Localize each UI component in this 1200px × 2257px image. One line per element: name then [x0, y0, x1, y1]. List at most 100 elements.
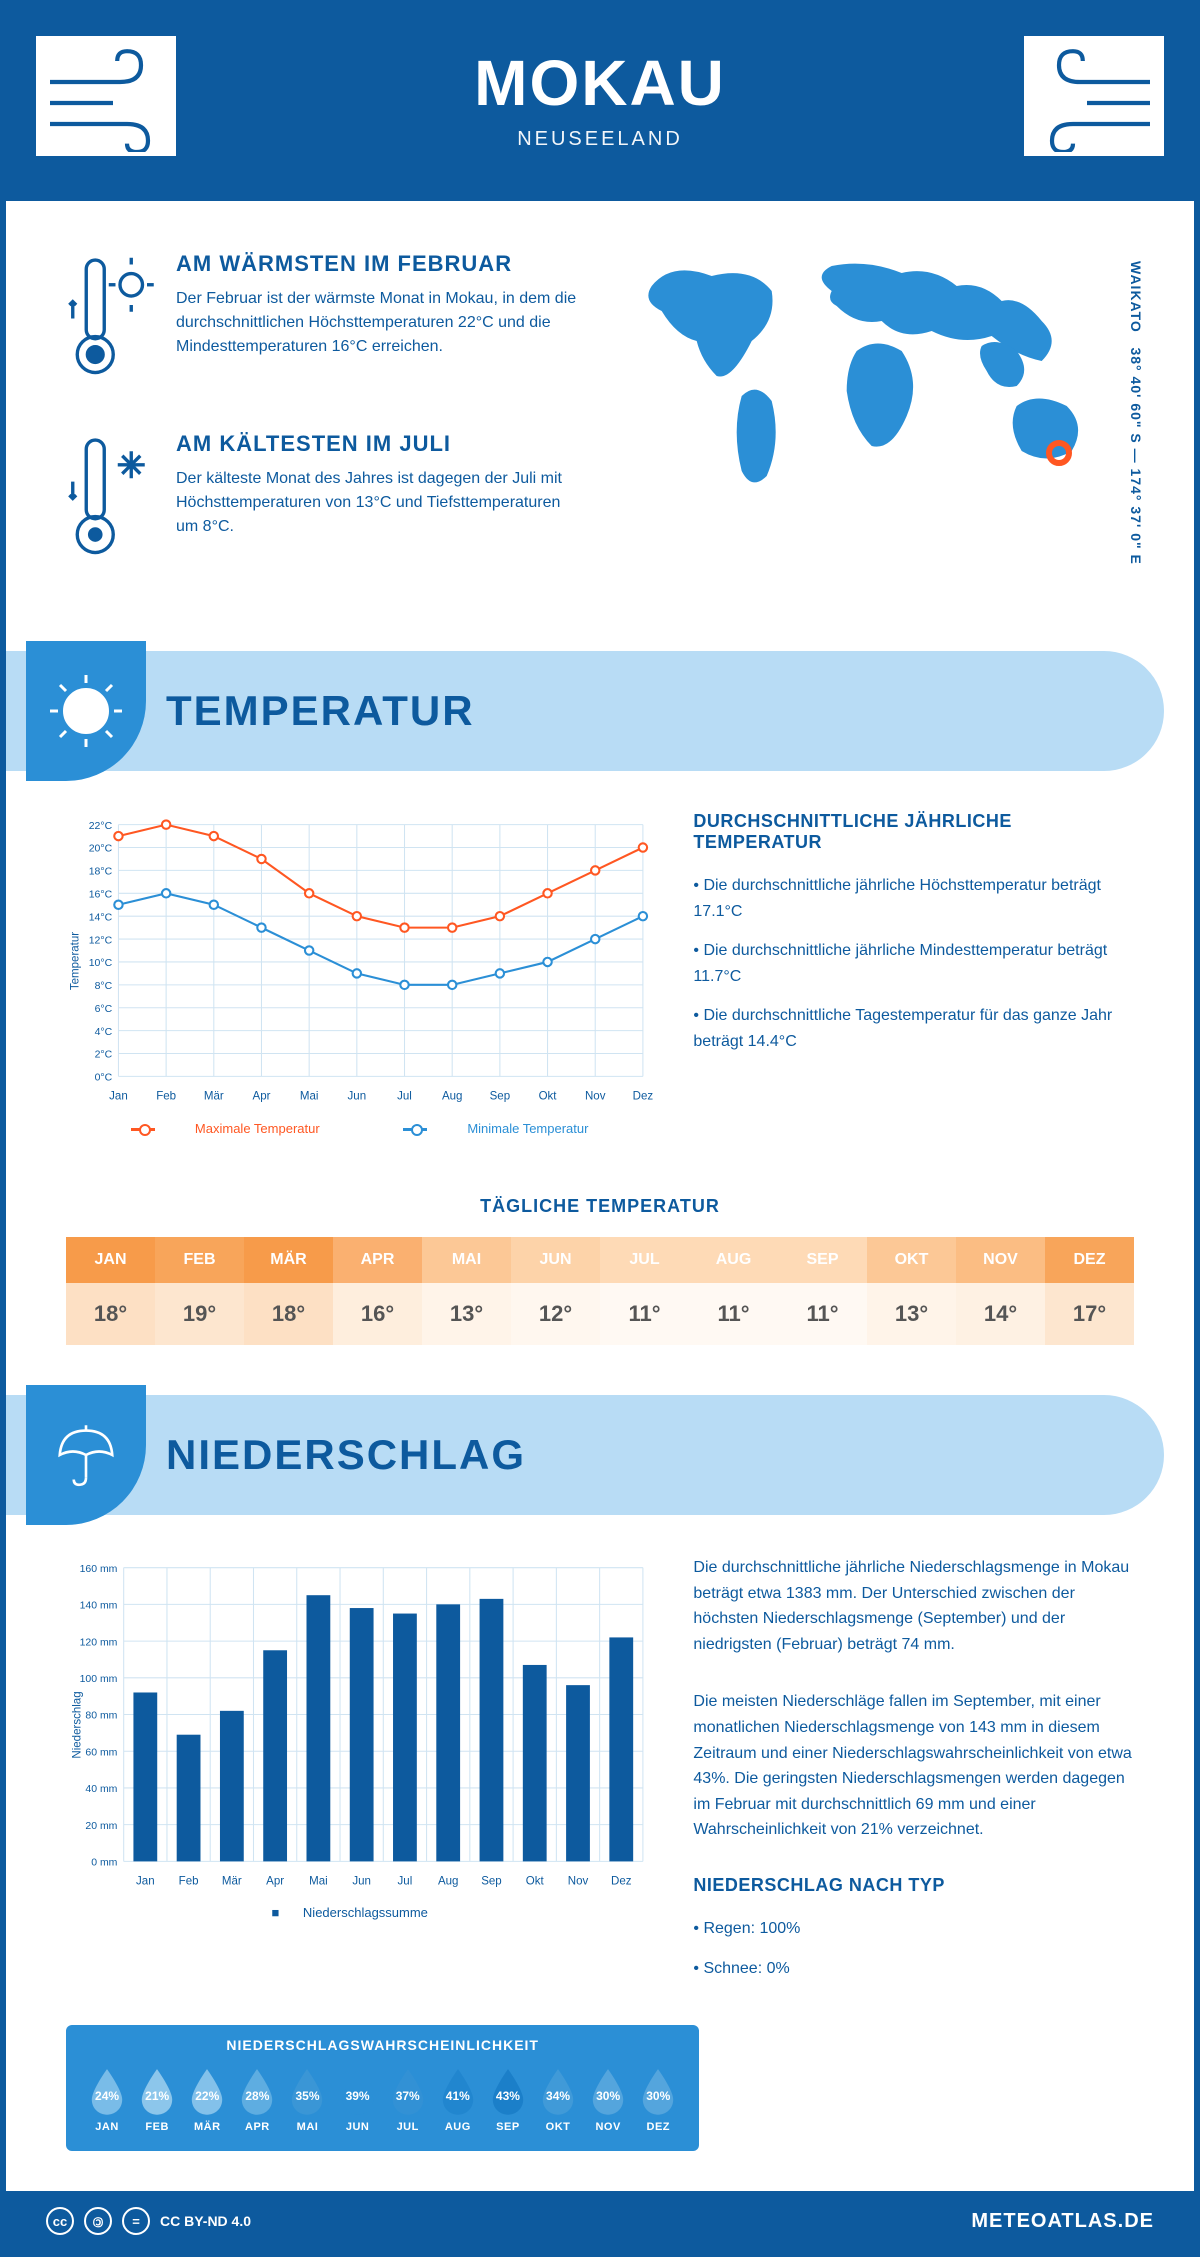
- svg-text:Mai: Mai: [309, 1875, 328, 1887]
- probability-drop: 35% MAI: [282, 2067, 332, 2133]
- svg-text:Okt: Okt: [539, 1090, 558, 1102]
- warmest-title: AM WÄRMSTEN IM FEBRUAR: [176, 251, 579, 277]
- probability-drop: 34% OKT: [533, 2067, 583, 2133]
- location-title: MOKAU: [26, 46, 1174, 120]
- svg-text:6°C: 6°C: [95, 1004, 113, 1015]
- location-country: NEUSEELAND: [26, 128, 1174, 151]
- svg-text:Nov: Nov: [585, 1090, 606, 1102]
- by-icon: 🄯: [84, 2207, 112, 2235]
- svg-text:0 mm: 0 mm: [91, 1858, 117, 1869]
- temp-month-col: OKT 13°: [867, 1237, 956, 1345]
- page-footer: cc 🄯 = CC BY-ND 4.0 METEOATLAS.DE: [6, 2191, 1194, 2251]
- svg-text:Mär: Mär: [204, 1090, 224, 1102]
- svg-text:18°C: 18°C: [89, 867, 113, 878]
- location-marker-icon: [1046, 440, 1072, 466]
- precipitation-info: Die durchschnittliche jährliche Niedersc…: [693, 1555, 1134, 1995]
- temperature-info: DURCHSCHNITTLICHE JÄHRLICHE TEMPERATUR •…: [693, 811, 1134, 1136]
- svg-text:Jun: Jun: [352, 1875, 371, 1887]
- svg-text:Mai: Mai: [300, 1090, 319, 1102]
- svg-text:0°C: 0°C: [95, 1073, 113, 1084]
- temp-month-col: APR 16°: [333, 1237, 422, 1345]
- probability-drop: 22% MÄR: [182, 2067, 232, 2133]
- svg-text:Temperatur: Temperatur: [70, 932, 82, 990]
- svg-text:14°C: 14°C: [89, 912, 113, 923]
- umbrella-icon: [26, 1385, 146, 1525]
- svg-text:Jul: Jul: [398, 1875, 413, 1887]
- daily-temperature-table: TÄGLICHE TEMPERATUR JAN 18° FEB 19° MÄR …: [6, 1176, 1194, 1395]
- probability-drop: 43% SEP: [483, 2067, 533, 2133]
- svg-text:2°C: 2°C: [95, 1050, 113, 1061]
- svg-text:Apr: Apr: [253, 1090, 271, 1102]
- thermometer-snow-icon: [66, 431, 156, 571]
- svg-text:22°C: 22°C: [89, 821, 113, 832]
- svg-text:12°C: 12°C: [89, 935, 113, 946]
- probability-drop: 30% DEZ: [633, 2067, 683, 2133]
- brand-name: METEOATLAS.DE: [971, 2210, 1154, 2233]
- world-map: [609, 251, 1134, 511]
- probability-drop: 41% AUG: [433, 2067, 483, 2133]
- svg-text:Sep: Sep: [481, 1875, 502, 1887]
- precipitation-bar-chart: 0 mm20 mm40 mm60 mm80 mm100 mm120 mm140 …: [66, 1555, 653, 1995]
- svg-text:20 mm: 20 mm: [85, 1821, 117, 1832]
- svg-text:4°C: 4°C: [95, 1027, 113, 1038]
- temp-month-col: SEP 11°: [778, 1237, 867, 1345]
- coldest-text: Der kälteste Monat des Jahres ist dagege…: [176, 467, 579, 539]
- svg-text:Jun: Jun: [348, 1090, 367, 1102]
- svg-text:16°C: 16°C: [89, 889, 113, 900]
- temp-month-col: MAI 13°: [422, 1237, 511, 1345]
- svg-text:100 mm: 100 mm: [80, 1674, 118, 1685]
- probability-drop: 37% JUL: [383, 2067, 433, 2133]
- nd-icon: =: [122, 2207, 150, 2235]
- svg-text:8°C: 8°C: [95, 981, 113, 992]
- svg-text:Aug: Aug: [438, 1875, 459, 1887]
- svg-text:Feb: Feb: [179, 1875, 199, 1887]
- page-header: MOKAU NEUSEELAND: [6, 6, 1194, 201]
- thermometer-sun-icon: [66, 251, 156, 391]
- svg-text:140 mm: 140 mm: [80, 1601, 118, 1612]
- temp-month-col: NOV 14°: [956, 1237, 1045, 1345]
- svg-text:Jul: Jul: [397, 1090, 412, 1102]
- temperature-line-chart: 0°C 2°C 4°C 6°C 8°C 10°C 12°C 14°C 16°C 18°C 20°C 2…: [66, 811, 653, 1136]
- svg-text:Apr: Apr: [266, 1875, 284, 1887]
- svg-text:Jan: Jan: [109, 1090, 128, 1102]
- intro-section: AM WÄRMSTEN IM FEBRUAR Der Februar ist d…: [6, 201, 1194, 651]
- sun-icon: [26, 641, 146, 781]
- precipitation-heading: NIEDERSCHLAG: [166, 1431, 526, 1479]
- svg-text:Sep: Sep: [490, 1090, 511, 1102]
- svg-text:Niederschlag: Niederschlag: [72, 1691, 84, 1758]
- svg-text:120 mm: 120 mm: [80, 1637, 118, 1648]
- temp-month-col: AUG 11°: [689, 1237, 778, 1345]
- probability-drop: 28% APR: [232, 2067, 282, 2133]
- svg-text:Aug: Aug: [442, 1090, 463, 1102]
- svg-text:Feb: Feb: [156, 1090, 176, 1102]
- warmest-fact: AM WÄRMSTEN IM FEBRUAR Der Februar ist d…: [66, 251, 579, 391]
- coldest-fact: AM KÄLTESTEN IM JULI Der kälteste Monat …: [66, 431, 579, 571]
- temp-month-col: JAN 18°: [66, 1237, 155, 1345]
- temp-month-col: MÄR 18°: [244, 1237, 333, 1345]
- svg-text:Jan: Jan: [136, 1875, 155, 1887]
- coldest-title: AM KÄLTESTEN IM JULI: [176, 431, 579, 457]
- svg-text:Mär: Mär: [222, 1875, 242, 1887]
- svg-text:160 mm: 160 mm: [80, 1564, 118, 1575]
- precipitation-probability: NIEDERSCHLAGSWAHRSCHEINLICHKEIT 24% JAN …: [66, 2025, 699, 2151]
- temperature-heading: TEMPERATUR: [166, 687, 475, 735]
- svg-text:10°C: 10°C: [89, 958, 113, 969]
- probability-drop: 21% FEB: [132, 2067, 182, 2133]
- temp-month-col: DEZ 17°: [1045, 1237, 1134, 1345]
- temp-month-col: FEB 19°: [155, 1237, 244, 1345]
- probability-drop: 39% JUN: [333, 2067, 383, 2133]
- license-text: CC BY-ND 4.0: [160, 2213, 251, 2229]
- svg-text:Dez: Dez: [611, 1875, 632, 1887]
- probability-drop: 30% NOV: [583, 2067, 633, 2133]
- svg-text:Okt: Okt: [526, 1875, 545, 1887]
- svg-text:Nov: Nov: [568, 1875, 589, 1887]
- temp-month-col: JUL 11°: [600, 1237, 689, 1345]
- svg-text:20°C: 20°C: [89, 844, 113, 855]
- svg-text:40 mm: 40 mm: [85, 1784, 117, 1795]
- cc-icon: cc: [46, 2207, 74, 2235]
- temp-month-col: JUN 12°: [511, 1237, 600, 1345]
- probability-drop: 24% JAN: [82, 2067, 132, 2133]
- svg-text:80 mm: 80 mm: [85, 1711, 117, 1722]
- warmest-text: Der Februar ist der wärmste Monat in Mok…: [176, 287, 579, 359]
- precipitation-banner: NIEDERSCHLAG: [6, 1395, 1164, 1515]
